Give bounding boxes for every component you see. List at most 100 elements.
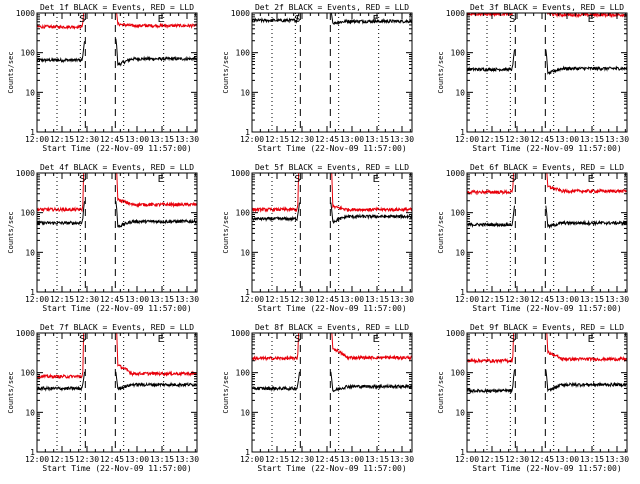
x-tick-label: 12:15 — [480, 135, 504, 144]
y-tick-label: 1000 — [446, 329, 465, 338]
y-tick-label: 1 — [245, 448, 250, 457]
events-series-line — [115, 371, 197, 391]
events-series-line — [252, 13, 300, 24]
x-tick-label: 12:45 — [530, 135, 554, 144]
x-axis-label: Start Time (22-Nov-09 11:57:00) — [472, 304, 621, 313]
y-tick-label: 100 — [236, 49, 251, 58]
panel-title: Det 4f BLACK = Events, RED = LLD — [40, 163, 194, 172]
panel-title: Det 6f BLACK = Events, RED = LLD — [470, 163, 624, 172]
x-tick-label: 12:00 — [455, 135, 479, 144]
start-marker-label: S — [294, 174, 300, 185]
panel-data — [252, 13, 412, 26]
y-tick-label: 100 — [236, 369, 251, 378]
events-series-line — [467, 49, 515, 73]
panel-data — [37, 333, 197, 392]
lld-series-line — [116, 333, 197, 378]
lld-series-line — [252, 333, 300, 362]
x-tick-label: 13:00 — [340, 135, 364, 144]
x-tick-label: 12:45 — [530, 295, 554, 304]
detector-panel-4: Det 4f BLACK = Events, RED = LLD S E 1 10 100… — [7, 163, 199, 313]
events-series-line — [467, 369, 515, 394]
x-tick-label: 13:30 — [390, 295, 414, 304]
x-tick-label: 12:00 — [25, 135, 49, 144]
x-tick-label: 13:15 — [150, 455, 174, 464]
x-tick-label: 12:15 — [50, 455, 74, 464]
x-axis-label: Start Time (22-Nov-09 11:57:00) — [42, 144, 191, 153]
panel-title: Det 2f BLACK = Events, RED = LLD — [255, 3, 409, 12]
detector-panel-1: Det 1f BLACK = Events, RED = LLD S E 1 10 100… — [7, 3, 199, 153]
events-series-line — [37, 201, 85, 226]
end-marker-label: E — [588, 174, 594, 185]
x-axis-label: Start Time (22-Nov-09 11:57:00) — [472, 464, 621, 473]
events-series-line — [37, 371, 85, 392]
panel-frame — [36, 332, 198, 453]
panel-frame — [466, 332, 628, 453]
panel-frame — [36, 172, 198, 293]
x-axis-label: Start Time (22-Nov-09 11:57:00) — [42, 304, 191, 313]
x-tick-label: 12:30 — [75, 135, 99, 144]
x-tick-label: 13:00 — [340, 295, 364, 304]
start-marker-label: S — [79, 174, 85, 185]
lld-series-line — [467, 173, 515, 196]
panel-frame — [36, 12, 198, 133]
panel-title: Det 5f BLACK = Events, RED = LLD — [255, 163, 409, 172]
x-tick-label: 13:15 — [580, 135, 604, 144]
panel-data — [467, 333, 627, 394]
y-tick-label: 10 — [455, 248, 465, 257]
x-tick-label: 12:00 — [455, 455, 479, 464]
panel-data — [252, 333, 412, 393]
end-marker-label: E — [588, 334, 594, 345]
y-tick-label: 1000 — [231, 9, 250, 18]
panel-title: Det 1f BLACK = Events, RED = LLD — [40, 3, 194, 12]
x-tick-label: 13:30 — [390, 455, 414, 464]
x-tick-label: 12:00 — [240, 455, 264, 464]
lld-series-line — [331, 173, 412, 214]
x-tick-label: 13:30 — [605, 295, 629, 304]
x-tick-label: 12:15 — [480, 295, 504, 304]
y-axis-label: Counts/sec — [222, 371, 230, 413]
start-marker-label: S — [294, 14, 300, 25]
events-series-line — [330, 202, 412, 225]
x-tick-label: 13:30 — [390, 135, 414, 144]
x-tick-label: 12:15 — [265, 135, 289, 144]
events-series-line — [115, 201, 197, 228]
x-tick-label: 12:45 — [315, 135, 339, 144]
panel-title: Det 7f BLACK = Events, RED = LLD — [40, 323, 194, 332]
x-tick-label: 13:15 — [365, 455, 389, 464]
x-tick-label: 13:00 — [555, 455, 579, 464]
y-axis-label: Counts/sec — [437, 211, 445, 253]
y-tick-label: 1000 — [231, 169, 250, 178]
y-tick-label: 1000 — [446, 9, 465, 18]
panel-frame — [251, 172, 413, 293]
panel-title: Det 3f BLACK = Events, RED = LLD — [470, 3, 624, 12]
panel-frame — [466, 12, 628, 133]
lld-series-line — [37, 13, 85, 31]
events-series-line — [252, 371, 300, 392]
detector-panel-5: Det 5f BLACK = Events, RED = LLD S E 1 10 100… — [222, 163, 414, 313]
x-tick-label: 12:30 — [505, 135, 529, 144]
events-series-line — [252, 202, 300, 223]
x-tick-label: 13:30 — [175, 455, 199, 464]
x-tick-label: 13:15 — [365, 135, 389, 144]
x-tick-label: 12:00 — [240, 295, 264, 304]
panel-data — [467, 173, 627, 229]
end-marker-label: E — [158, 334, 164, 345]
y-tick-label: 1 — [245, 128, 250, 137]
y-axis-label: Counts/sec — [437, 371, 445, 413]
x-tick-label: 12:15 — [50, 295, 74, 304]
x-tick-label: 13:00 — [555, 135, 579, 144]
x-tick-label: 13:00 — [125, 455, 149, 464]
y-axis-label: Counts/sec — [7, 51, 15, 93]
x-tick-label: 12:00 — [240, 135, 264, 144]
x-tick-label: 12:00 — [25, 295, 49, 304]
lld-series-line — [252, 173, 300, 213]
x-tick-label: 12:30 — [290, 295, 314, 304]
detector-panel-8: Det 8f BLACK = Events, RED = LLD S E 1 10 100… — [222, 323, 414, 473]
detector-panel-2: Det 2f BLACK = Events, RED = LLD S E 1 10 100… — [222, 3, 414, 153]
x-tick-label: 12:45 — [100, 455, 124, 464]
y-tick-label: 100 — [451, 209, 466, 218]
panel-title: Det 9f BLACK = Events, RED = LLD — [470, 323, 624, 332]
x-tick-label: 12:15 — [265, 295, 289, 304]
x-axis-label: Start Time (22-Nov-09 11:57:00) — [42, 464, 191, 473]
